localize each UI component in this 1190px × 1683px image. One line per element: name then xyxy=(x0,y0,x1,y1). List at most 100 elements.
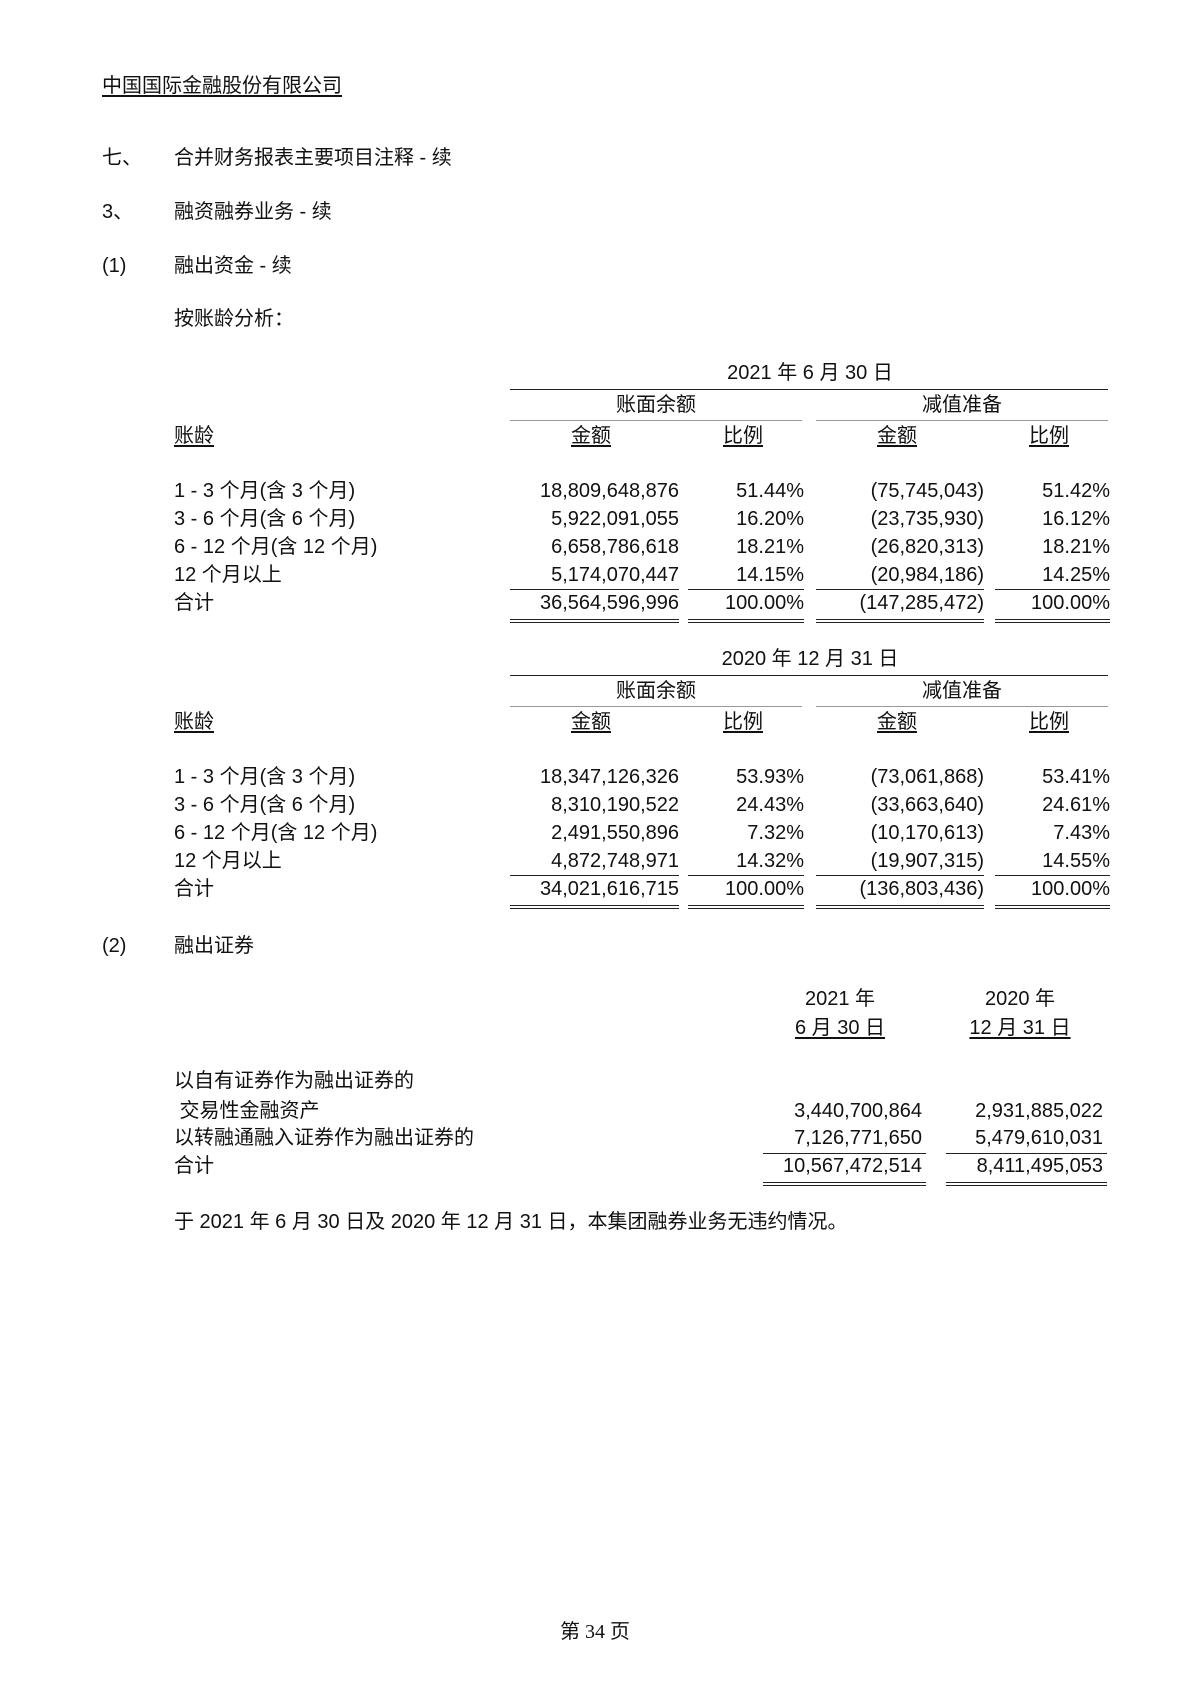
cell-value: 3,440,700,864 xyxy=(794,1100,922,1122)
divider xyxy=(510,675,1108,676)
cell-impairment: (26,820,313) xyxy=(870,536,984,558)
subtotal-line xyxy=(816,875,984,876)
group-header-book-balance: 账面余额 xyxy=(616,680,696,702)
total-impairment: (136,803,436) xyxy=(859,878,984,900)
column-header: 比例 xyxy=(1029,711,1069,733)
col1-date: 6 月 30 日 xyxy=(794,1017,886,1039)
divider xyxy=(816,706,1108,707)
row-label: 以转融通融入证券作为融出证券的 xyxy=(174,1127,474,1149)
cell-impairment: (20,984,186) xyxy=(870,564,984,586)
row-label: 12 个月以上 xyxy=(174,564,282,586)
total-ratio: 100.00% xyxy=(725,878,804,900)
cell-amount: 6,658,786,618 xyxy=(551,536,679,558)
cell-imp-ratio: 18.21% xyxy=(1042,536,1110,558)
col2-year: 2020 年 xyxy=(984,988,1056,1010)
cell-ratio: 14.32% xyxy=(736,850,804,872)
double-underline xyxy=(688,619,804,623)
double-underline xyxy=(510,905,679,909)
column-header: 比例 xyxy=(723,425,763,447)
double-underline xyxy=(688,905,804,909)
part1-intro: 按账龄分析： xyxy=(174,308,294,330)
double-underline xyxy=(816,905,984,909)
cell-value: 2,931,885,022 xyxy=(975,1100,1103,1122)
row-label: 1 - 3 个月(含 3 个月) xyxy=(174,480,356,502)
subtotal-line xyxy=(995,589,1110,590)
column-header: 金额 xyxy=(877,425,917,447)
default-note: 于 2021 年 6 月 30 日及 2020 年 12 月 31 日，本集团融… xyxy=(174,1211,848,1233)
table-date: 2021 年 6 月 30 日 xyxy=(727,362,893,384)
column-header: 金额 xyxy=(571,425,611,447)
cell-impairment: (33,663,640) xyxy=(870,794,984,816)
cell-impairment: (23,735,930) xyxy=(870,508,984,530)
cell-impairment: (19,907,315) xyxy=(870,850,984,872)
cell-imp-ratio: 16.12% xyxy=(1042,508,1110,530)
cell-imp-ratio: 24.61% xyxy=(1042,794,1110,816)
group-header-book-balance: 账面余额 xyxy=(616,394,696,416)
group-header-impairment: 减值准备 xyxy=(922,680,1002,702)
cell-value: 5,479,610,031 xyxy=(975,1127,1103,1149)
aging-header: 账龄 xyxy=(174,425,214,447)
divider xyxy=(816,420,1108,421)
cell-amount: 5,922,091,055 xyxy=(551,508,679,530)
company-header: 中国国际金融股份有限公司 xyxy=(102,75,342,97)
subtotal-line xyxy=(510,875,679,876)
row-label: 12 个月以上 xyxy=(174,850,282,872)
row-label: 3 - 6 个月(含 6 个月) xyxy=(174,794,356,816)
row-label: 交易性金融资产 xyxy=(174,1100,320,1122)
cell-ratio: 14.15% xyxy=(736,564,804,586)
subsection-title: 融资融券业务 - 续 xyxy=(174,201,332,223)
cell-imp-ratio: 14.25% xyxy=(1042,564,1110,586)
part1-title: 融出资金 - 续 xyxy=(174,255,292,277)
row-label: 1 - 3 个月(含 3 个月) xyxy=(174,766,356,788)
row-label: 6 - 12 个月(含 12 个月) xyxy=(174,536,378,558)
row-label: 3 - 6 个月(含 6 个月) xyxy=(174,508,356,530)
column-header: 金额 xyxy=(877,711,917,733)
row-label: 6 - 12 个月(含 12 个月) xyxy=(174,822,378,844)
cell-ratio: 24.43% xyxy=(736,794,804,816)
cell-imp-ratio: 53.41% xyxy=(1042,766,1110,788)
cell-amount: 4,872,748,971 xyxy=(551,850,679,872)
aging-header: 账龄 xyxy=(174,711,214,733)
cell-amount: 5,174,070,447 xyxy=(551,564,679,586)
group-header-impairment: 减值准备 xyxy=(922,394,1002,416)
double-underline xyxy=(763,1182,926,1186)
cell-impairment: (10,170,613) xyxy=(870,822,984,844)
cell-imp-ratio: 14.55% xyxy=(1042,850,1110,872)
cell-imp-ratio: 7.43% xyxy=(1053,822,1110,844)
subtotal-line xyxy=(688,589,804,590)
subtotal-line xyxy=(510,589,679,590)
double-underline xyxy=(510,619,679,623)
divider xyxy=(510,420,802,421)
part2-number: (2) xyxy=(102,935,127,957)
cell-ratio: 18.21% xyxy=(736,536,804,558)
col2-date: 12 月 31 日 xyxy=(969,1017,1071,1039)
cell-ratio: 51.44% xyxy=(736,480,804,502)
divider xyxy=(510,706,802,707)
cell-ratio: 7.32% xyxy=(747,822,804,844)
divider xyxy=(510,389,1108,390)
double-underline xyxy=(816,619,984,623)
column-header: 比例 xyxy=(1029,425,1069,447)
total-amount: 36,564,596,996 xyxy=(539,592,679,614)
total-value: 10,567,472,514 xyxy=(782,1155,922,1177)
page-number: 第 34 页 xyxy=(560,1621,630,1643)
subtotal-line xyxy=(688,875,804,876)
section-number: 七、 xyxy=(102,147,142,169)
cell-amount: 18,347,126,326 xyxy=(539,766,679,788)
cell-ratio: 16.20% xyxy=(736,508,804,530)
subtotal-line xyxy=(816,589,984,590)
section-title: 合并财务报表主要项目注释 - 续 xyxy=(174,147,452,169)
total-imp-ratio: 100.00% xyxy=(1031,878,1110,900)
total-amount: 34,021,616,715 xyxy=(539,878,679,900)
subtotal-line xyxy=(763,1153,926,1154)
total-label: 合计 xyxy=(174,592,214,614)
subsection-number: 3、 xyxy=(102,201,134,223)
cell-imp-ratio: 51.42% xyxy=(1042,480,1110,502)
column-header: 金额 xyxy=(571,711,611,733)
row-label: 以自有证券作为融出证券的 xyxy=(174,1070,414,1092)
part2-title: 融出证券 xyxy=(174,935,254,957)
cell-amount: 18,809,648,876 xyxy=(539,480,679,502)
double-underline xyxy=(946,1182,1107,1186)
total-label: 合计 xyxy=(174,878,214,900)
col1-year: 2021 年 xyxy=(804,988,876,1010)
